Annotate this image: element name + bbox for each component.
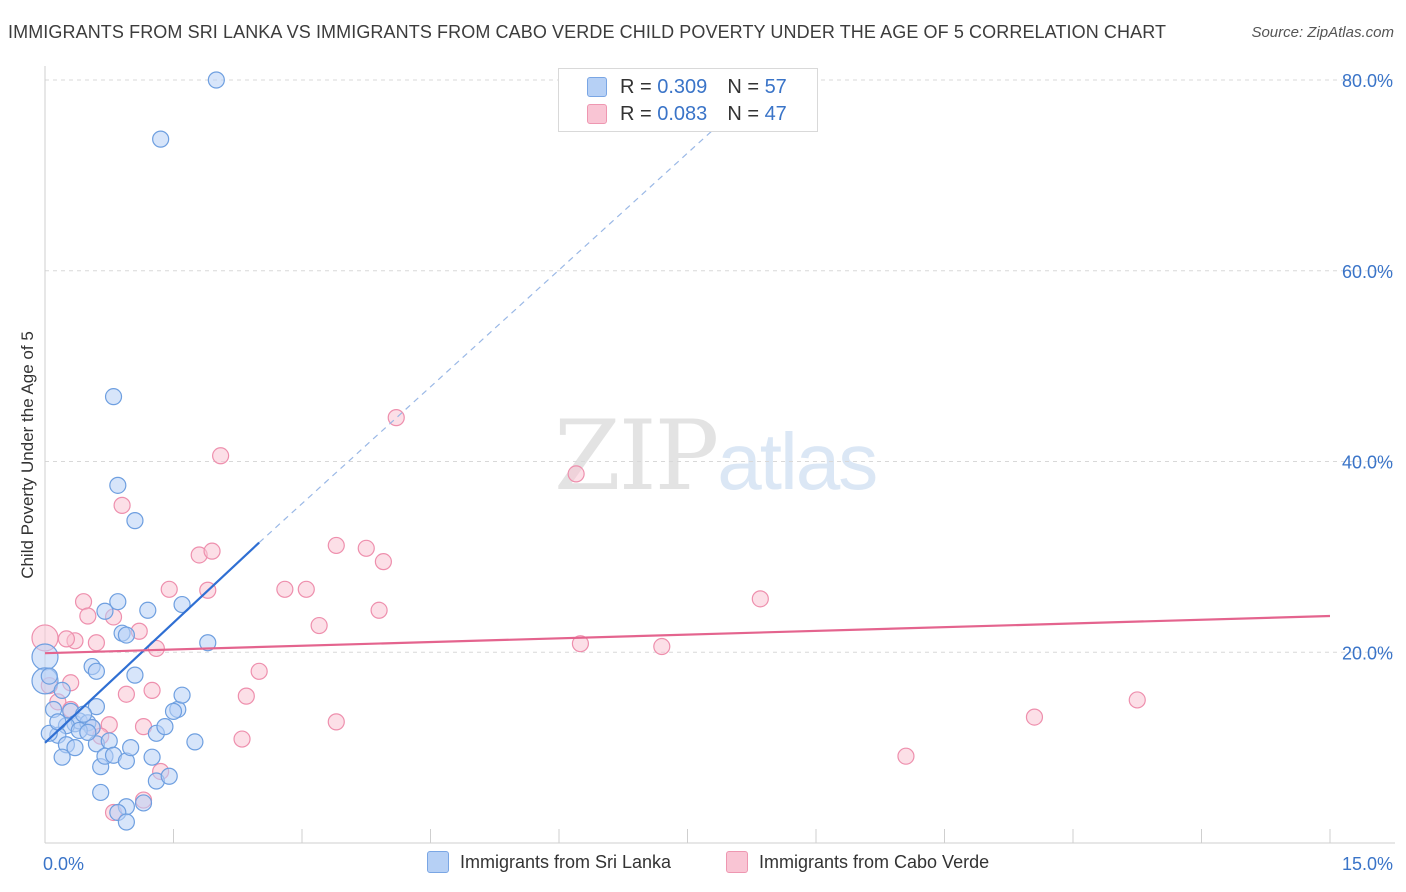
point-sri-lanka bbox=[139, 601, 157, 619]
point-cabo-verde bbox=[327, 536, 345, 555]
point-sri-lanka bbox=[53, 681, 71, 700]
point-cabo-verde bbox=[160, 580, 178, 598]
point-cabo-verde bbox=[237, 687, 255, 705]
stats-row-cabo-verde: R = 0.083 N = 47 bbox=[587, 102, 787, 126]
point-sri-lanka bbox=[126, 512, 144, 530]
legend-swatch-blue bbox=[427, 851, 449, 873]
point-cabo-verde bbox=[327, 713, 345, 731]
stats-swatch-pink bbox=[587, 104, 607, 124]
point-sri-lanka bbox=[74, 705, 93, 723]
legend-item-sri-lanka: Immigrants from Sri Lanka bbox=[427, 851, 671, 873]
point-sri-lanka bbox=[40, 724, 58, 742]
point-sri-lanka bbox=[117, 813, 135, 831]
point-sri-lanka bbox=[87, 662, 106, 680]
point-cabo-verde bbox=[147, 639, 165, 658]
point-sri-lanka bbox=[134, 794, 153, 812]
stats-n-label: N = bbox=[727, 102, 759, 125]
point-cabo-verde bbox=[310, 616, 328, 635]
point-cabo-verde bbox=[297, 580, 315, 598]
x-tick-label: 0.0% bbox=[43, 854, 84, 874]
stats-row-sri-lanka: R = 0.309 N = 57 bbox=[587, 75, 787, 99]
point-cabo-verde bbox=[276, 580, 294, 598]
point-cabo-verde bbox=[897, 747, 915, 765]
point-cabo-verde bbox=[370, 601, 388, 619]
x-tick-label: 15.0% bbox=[1342, 854, 1393, 874]
point-cabo-verde bbox=[143, 681, 161, 700]
point-cabo-verde bbox=[571, 635, 590, 653]
point-sri-lanka bbox=[143, 748, 161, 766]
y-tick-label: 20.0% bbox=[1342, 643, 1393, 663]
stats-r-value: 0.083 bbox=[657, 102, 708, 125]
point-cabo-verde bbox=[1025, 708, 1044, 726]
point-sri-lanka bbox=[117, 626, 135, 644]
point-sri-lanka bbox=[122, 739, 140, 757]
point-cabo-verde bbox=[113, 496, 131, 514]
point-sri-lanka bbox=[164, 702, 183, 720]
legend-label-sri-lanka: Immigrants from Sri Lanka bbox=[460, 851, 672, 872]
point-cabo-verde bbox=[74, 593, 93, 611]
y-tick-label: 60.0% bbox=[1342, 262, 1393, 282]
point-sri-lanka bbox=[173, 595, 191, 614]
stats-r-label: R = bbox=[620, 75, 652, 98]
y-axis-label: Child Poverty Under the Age of 5 bbox=[18, 331, 37, 579]
point-cabo-verde bbox=[653, 637, 671, 656]
point-sri-lanka bbox=[156, 718, 174, 736]
point-cabo-verde bbox=[250, 662, 268, 680]
trendline-sri-lanka bbox=[44, 541, 260, 744]
y-tick-label: 40.0% bbox=[1342, 453, 1393, 473]
legend-label-cabo-verde: Immigrants from Cabo Verde bbox=[759, 851, 990, 872]
trendline-cabo-verde bbox=[44, 614, 1331, 655]
stats-swatch-blue bbox=[587, 77, 607, 97]
stats-n-label: N = bbox=[727, 75, 759, 98]
source-credit: Source: ZipAtlas.com bbox=[1251, 24, 1394, 41]
point-sri-lanka bbox=[49, 713, 67, 731]
point-sri-lanka bbox=[66, 739, 84, 757]
point-sri-lanka bbox=[79, 723, 97, 741]
point-sri-lanka bbox=[109, 476, 127, 494]
point-sri-lanka bbox=[104, 388, 123, 406]
point-sri-lanka bbox=[207, 71, 225, 89]
point-sri-lanka bbox=[100, 732, 118, 750]
watermark-zip: ZIP bbox=[554, 400, 719, 512]
point-cabo-verde bbox=[233, 730, 251, 748]
watermark: ZIPatlas bbox=[554, 400, 878, 512]
chart-title: IMMIGRANTS FROM SRI LANKA VS IMMIGRANTS … bbox=[8, 22, 1167, 42]
point-cabo-verde bbox=[79, 607, 97, 625]
legend-item-cabo-verde: Immigrants from Cabo Verde bbox=[726, 851, 989, 873]
point-cabo-verde bbox=[374, 553, 392, 571]
point-sri-lanka bbox=[126, 666, 144, 684]
stats-box: R = 0.309 N = 57 R = 0.083 N = 47 bbox=[558, 68, 818, 132]
point-sri-lanka bbox=[53, 748, 71, 766]
y-tick-label: 80.0% bbox=[1342, 71, 1393, 91]
point-cabo-verde bbox=[357, 539, 375, 557]
point-cabo-verde bbox=[57, 630, 76, 648]
point-cabo-verde bbox=[203, 542, 221, 560]
legend-swatch-pink bbox=[726, 851, 748, 873]
point-cabo-verde bbox=[567, 465, 585, 483]
point-sri-lanka bbox=[96, 602, 114, 620]
point-cabo-verde bbox=[751, 590, 769, 608]
point-sri-lanka bbox=[199, 634, 217, 652]
stats-n-value: 47 bbox=[764, 102, 787, 125]
point-sri-lanka bbox=[92, 783, 110, 802]
point-sri-lanka bbox=[160, 767, 178, 785]
stats-n-value: 57 bbox=[764, 75, 787, 98]
trendline-sri-lanka-extension bbox=[258, 74, 774, 544]
chart-legend: Immigrants from Sri Lanka Immigrants fro… bbox=[0, 851, 1406, 877]
point-sri-lanka bbox=[31, 643, 59, 671]
point-sri-lanka bbox=[152, 130, 170, 148]
point-cabo-verde bbox=[117, 685, 135, 703]
stats-r-label: R = bbox=[620, 102, 652, 125]
point-sri-lanka bbox=[87, 698, 106, 716]
point-sri-lanka bbox=[173, 686, 191, 704]
point-sri-lanka bbox=[186, 733, 204, 751]
point-cabo-verde bbox=[212, 447, 230, 465]
point-cabo-verde bbox=[1128, 691, 1146, 709]
point-sri-lanka bbox=[40, 667, 58, 685]
point-cabo-verde bbox=[87, 634, 106, 652]
stats-r-value: 0.309 bbox=[657, 75, 708, 98]
point-sri-lanka bbox=[109, 593, 127, 611]
